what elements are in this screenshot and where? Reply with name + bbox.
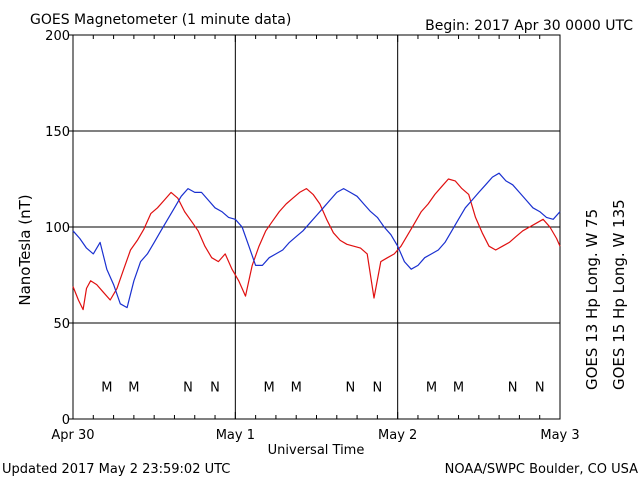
marker-n: N xyxy=(183,380,193,395)
x-tick-label: Apr 30 xyxy=(51,428,94,443)
axis-ticks: 0 50 100 150 200 Apr 30 May 1 May 2 May 3 xyxy=(45,29,579,443)
x-axis-label: Universal Time xyxy=(268,443,365,458)
chart-title: GOES Magnetometer (1 minute data) xyxy=(30,12,291,28)
marker-m: M xyxy=(291,380,302,395)
begin-label: Begin: 2017 Apr 30 0000 UTC xyxy=(425,18,633,34)
marker-n: N xyxy=(345,380,355,395)
marker-n: N xyxy=(535,380,545,395)
y-axis-label: NanoTesla (nT) xyxy=(16,194,34,305)
x-tick-label: May 3 xyxy=(540,428,579,443)
marker-n: N xyxy=(508,380,518,395)
marker-m: M xyxy=(101,380,112,395)
marker-m: M xyxy=(426,380,437,395)
series-lines xyxy=(72,172,561,311)
y-tick-label: 50 xyxy=(53,317,70,332)
marker-m: M xyxy=(453,380,464,395)
marker-n: N xyxy=(210,380,220,395)
y-tick-label: 0 xyxy=(62,413,70,428)
series-line-1 xyxy=(72,172,561,309)
legend-goes13: GOES 13 Hp Long. W 75 xyxy=(583,209,601,390)
footer-updated: Updated 2017 May 2 23:59:02 UTC xyxy=(2,462,230,477)
series-line-0 xyxy=(72,178,561,311)
marker-m: M xyxy=(264,380,275,395)
x-tick-label: May 2 xyxy=(378,428,417,443)
footer-source: NOAA/SWPC Boulder, CO USA xyxy=(445,462,638,477)
marker-m: M xyxy=(128,380,139,395)
marker-n: N xyxy=(373,380,383,395)
y-tick-label: 200 xyxy=(45,29,70,44)
grid-lines xyxy=(73,35,560,419)
y-tick-label: 100 xyxy=(45,221,70,236)
y-tick-label: 150 xyxy=(45,125,70,140)
x-tick-label: May 1 xyxy=(216,428,255,443)
legend-goes15: GOES 15 Hp Long. W 135 xyxy=(610,199,628,390)
